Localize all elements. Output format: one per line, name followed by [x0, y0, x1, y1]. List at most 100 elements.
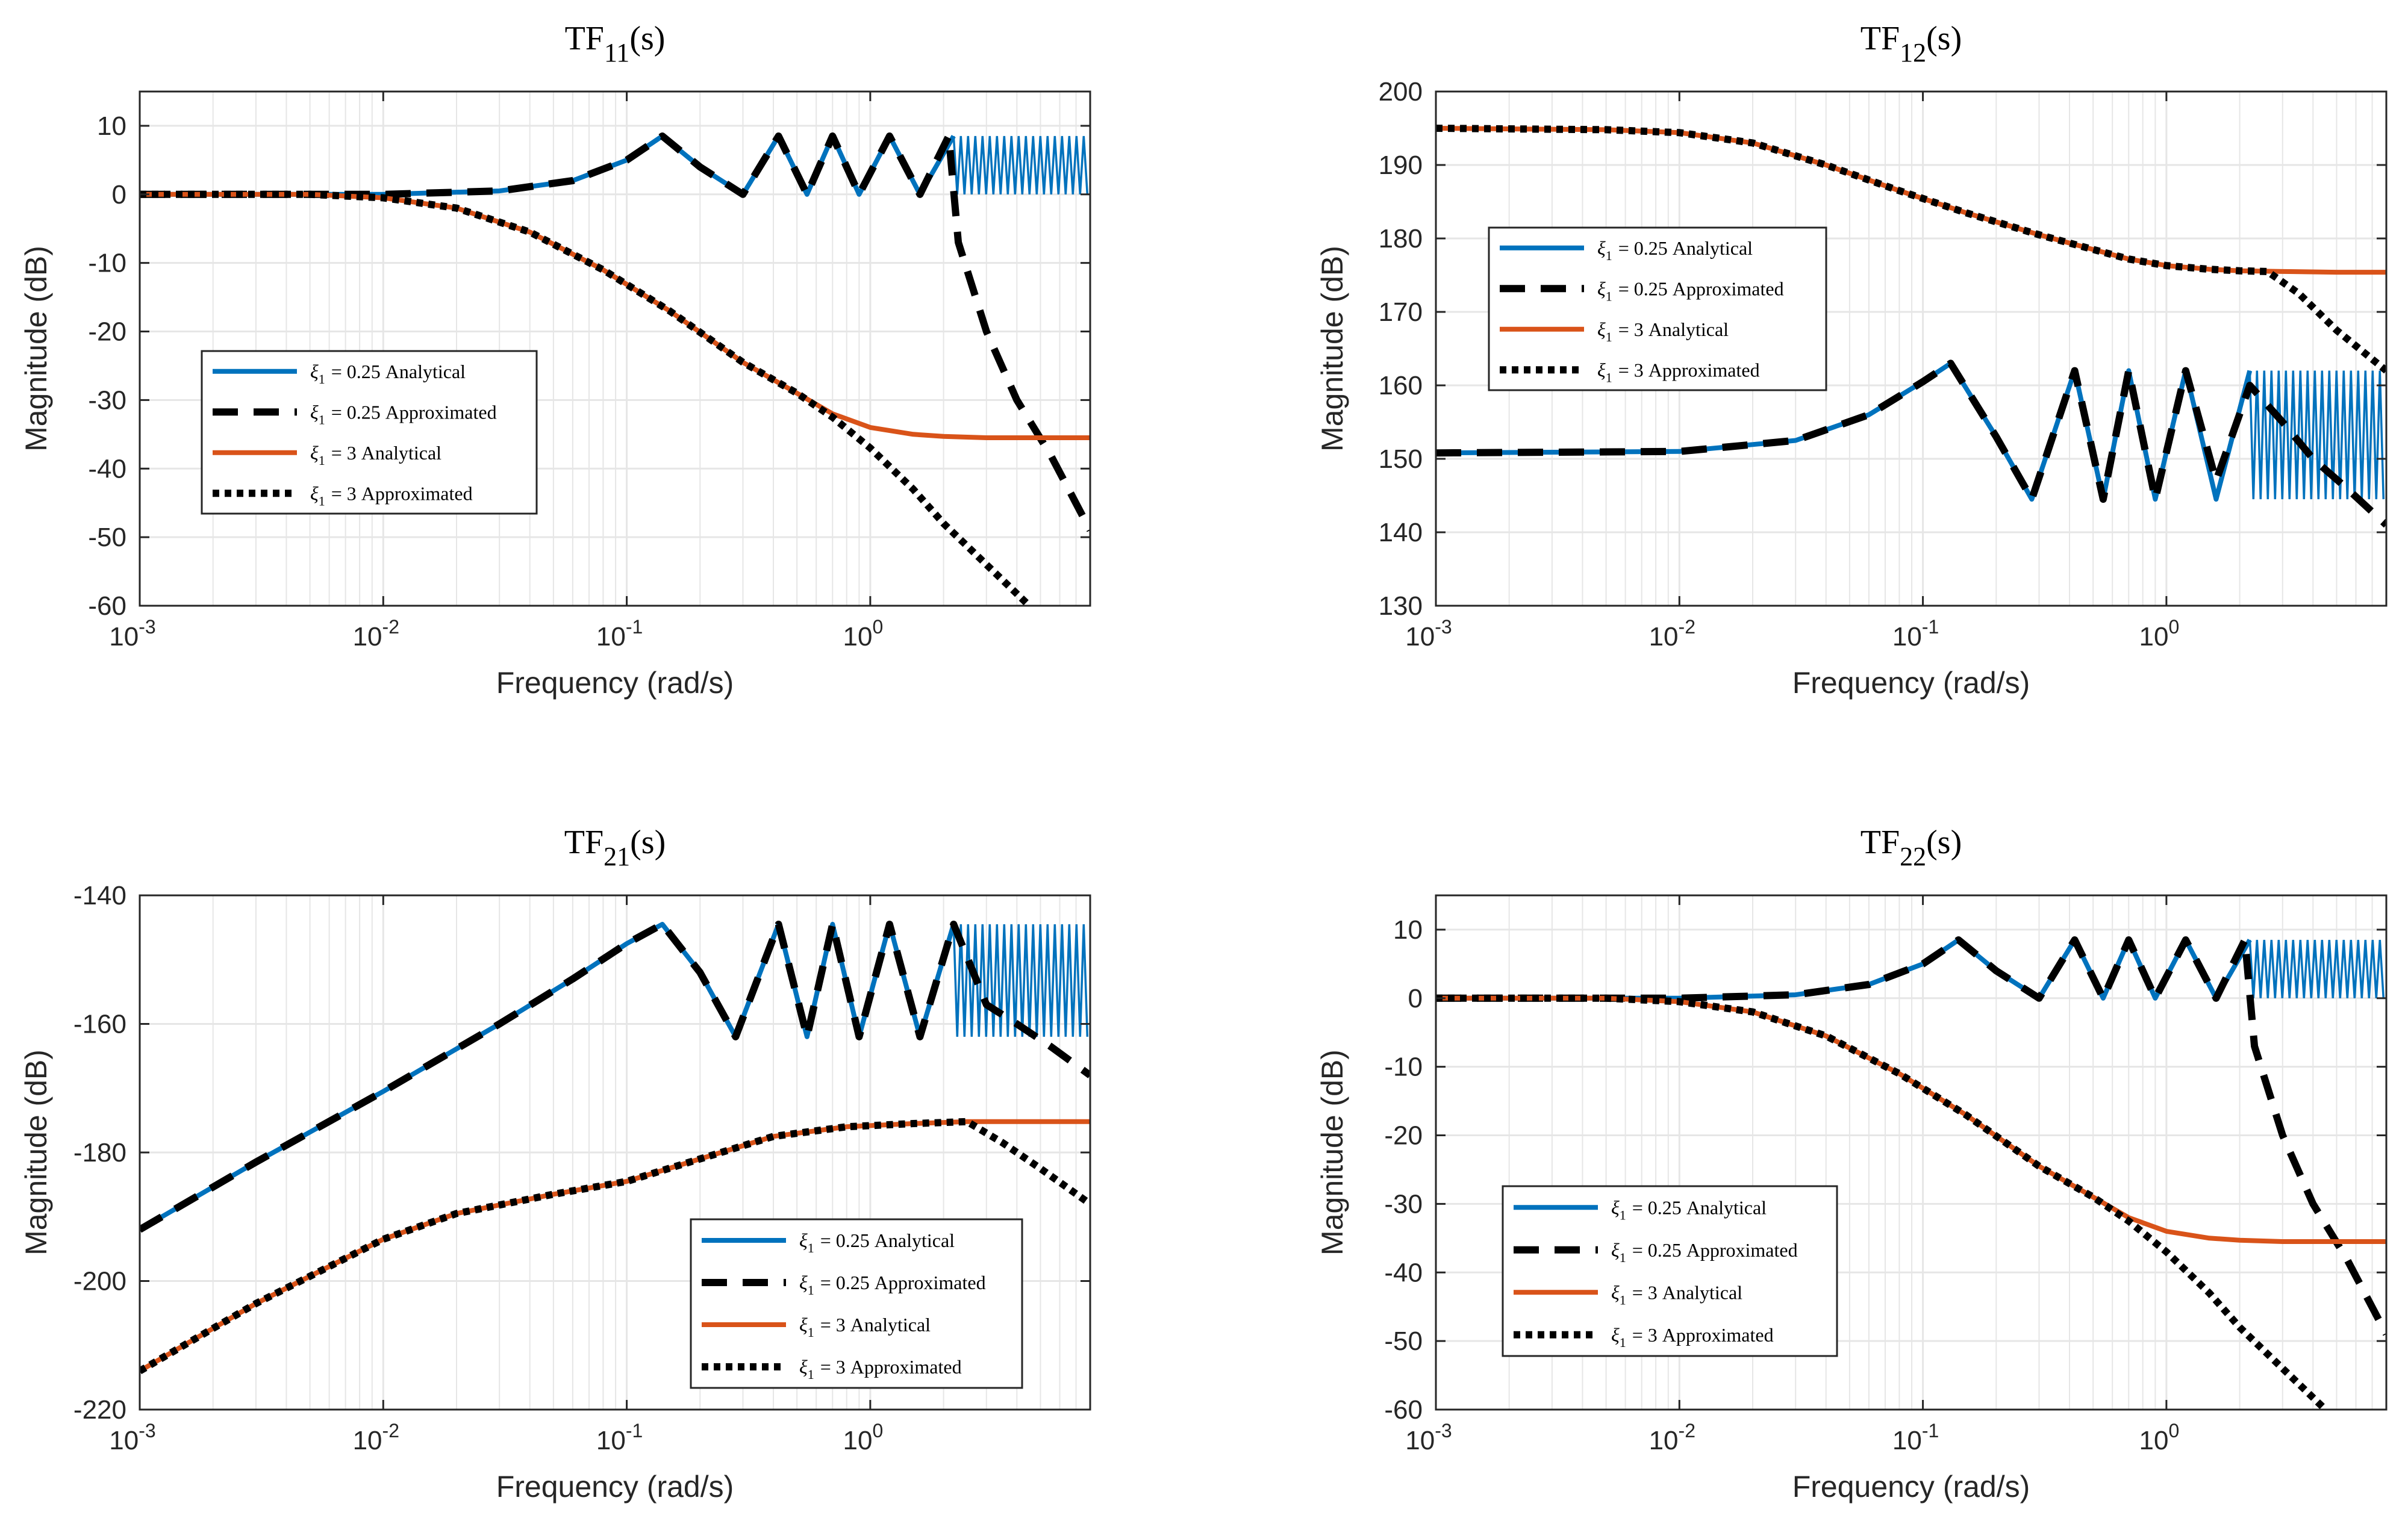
x-tick-exponent: -3 — [139, 616, 155, 638]
x-tick-exponent: 0 — [2168, 1420, 2179, 1441]
y-tick-label: 140 — [1379, 518, 1423, 547]
legend-symbol: ξ — [310, 482, 319, 504]
chart-title: TF21(s) — [564, 824, 666, 871]
legend-text: = 3 Approximated — [1632, 1324, 1774, 1346]
legend-symbol: ξ — [799, 1356, 808, 1378]
legend-entry-2: ξ1 = 0.25 Approximated — [310, 401, 497, 427]
y-tick-label: 10 — [1393, 915, 1423, 945]
series-line-2 — [1436, 359, 2386, 528]
x-tick-base: 10 — [353, 622, 382, 651]
legend-text: = 0.25 Approximated — [331, 401, 497, 423]
series-line-4 — [140, 1118, 1090, 1375]
x-tick-base: 10 — [109, 622, 139, 651]
x-tick-exponent: -3 — [1435, 616, 1452, 638]
legend-symbol: ξ — [1611, 1324, 1620, 1346]
series-line-2 — [1436, 936, 2386, 1336]
legend-symbol: ξ — [799, 1230, 808, 1251]
legend-symbol: ξ — [1597, 359, 1606, 381]
x-tick-exponent: -3 — [1435, 1420, 1452, 1441]
legend-entry-3: ξ1 = 3 Analytical — [799, 1314, 931, 1340]
x-tick-exponent: -1 — [1922, 1420, 1939, 1441]
legend-box — [690, 1218, 1023, 1389]
y-tick-label: -50 — [1384, 1326, 1423, 1356]
x-tick-base: 10 — [596, 622, 626, 651]
y-tick-label: 200 — [1379, 77, 1423, 107]
x-axis-label: Frequency (rad/s) — [1792, 1470, 2030, 1504]
series-group — [1436, 125, 2386, 528]
legend-text: = 0.25 Approximated — [820, 1272, 986, 1293]
x-tick-label: 10-3 — [109, 616, 155, 651]
y-tick-label: 170 — [1379, 297, 1423, 327]
chart-title-tail: (s) — [1926, 20, 1962, 57]
x-tick-exponent: -2 — [1679, 616, 1695, 638]
plot-area — [140, 92, 1090, 606]
y-tick-label: 130 — [1379, 591, 1423, 621]
x-tick-base: 10 — [2139, 1426, 2169, 1455]
y-tick-label: -40 — [88, 454, 126, 484]
series-group — [140, 921, 1090, 1375]
legend-subscript: 1 — [319, 372, 325, 387]
legend-entry-3: ξ1 = 3 Analytical — [1611, 1281, 1742, 1307]
series-oscillation-1 — [952, 924, 1089, 1037]
chart-title: TF22(s) — [1861, 824, 1962, 871]
legend-text: = 0.25 Analytical — [820, 1230, 955, 1251]
legend-text: = 3 Analytical — [1618, 319, 1729, 340]
legend-text: = 3 Approximated — [1618, 359, 1760, 381]
legend-text: = 0.25 Analytical — [331, 361, 466, 382]
y-tick-label: -140 — [73, 881, 126, 910]
y-axis-label: Magnitude (dB) — [19, 246, 53, 452]
legend-subscript: 1 — [1606, 329, 1612, 344]
x-tick-base: 10 — [1892, 622, 1922, 651]
legend-entry-3: ξ1 = 3 Analytical — [310, 442, 441, 468]
chart-title-subscript: 21 — [604, 842, 630, 871]
legend-symbol: ξ — [1611, 1281, 1620, 1303]
y-tick-label: -220 — [73, 1395, 126, 1425]
x-axis-label: Frequency (rad/s) — [496, 666, 734, 700]
series-line-4 — [1436, 125, 2386, 374]
y-tick-label: 0 — [1408, 984, 1423, 1013]
legend-symbol: ξ — [799, 1314, 808, 1336]
legend-symbol: ξ — [1597, 278, 1606, 299]
y-tick-label: 150 — [1379, 444, 1423, 474]
y-tick-label: -180 — [73, 1138, 126, 1168]
x-tick-label: 10-1 — [1892, 616, 1939, 651]
chart-title-subscript: 12 — [1900, 38, 1926, 67]
legend-subscript: 1 — [319, 412, 325, 427]
x-tick-base: 10 — [1649, 1426, 1679, 1455]
y-tick-label: -160 — [73, 1010, 126, 1039]
axes-box — [1435, 90, 2388, 607]
legend-subscript: 1 — [1606, 288, 1612, 303]
chart-title-main: TF — [564, 824, 604, 861]
y-tick-label: 180 — [1379, 224, 1423, 253]
legend-text: = 3 Analytical — [820, 1314, 931, 1336]
x-tick-label: 10-2 — [1649, 1420, 1695, 1455]
x-tick-base: 10 — [843, 622, 873, 651]
legend-text: = 0.25 Approximated — [1632, 1239, 1798, 1261]
legend-text: = 3 Approximated — [820, 1356, 962, 1378]
series-line-2 — [140, 132, 1090, 532]
legend-entry-1: ξ1 = 0.25 Analytical — [799, 1230, 955, 1255]
legend-box — [1502, 1185, 1838, 1357]
series-oscillation-1 — [952, 135, 1089, 194]
chart-title-tail: (s) — [1926, 824, 1962, 861]
series-group — [140, 132, 1090, 606]
x-tick-base: 10 — [1405, 1426, 1435, 1455]
y-axis-label: Magnitude (dB) — [1315, 246, 1349, 452]
chart-title: TF11(s) — [565, 20, 666, 67]
legend-symbol: ξ — [1611, 1239, 1620, 1261]
chart-title-main: TF — [1861, 824, 1900, 861]
x-tick-label: 100 — [2139, 1420, 2180, 1455]
legend-subscript: 1 — [1606, 370, 1612, 385]
legend-subscript: 1 — [1620, 1250, 1626, 1265]
series-oscillation-1 — [2248, 370, 2385, 500]
legend-entry-4: ξ1 = 3 Approximated — [1597, 359, 1760, 385]
legend-subscript: 1 — [808, 1325, 814, 1340]
x-tick-label: 10-1 — [596, 1420, 643, 1455]
x-tick-base: 10 — [353, 1426, 382, 1455]
x-tick-exponent: -1 — [1922, 616, 1939, 638]
